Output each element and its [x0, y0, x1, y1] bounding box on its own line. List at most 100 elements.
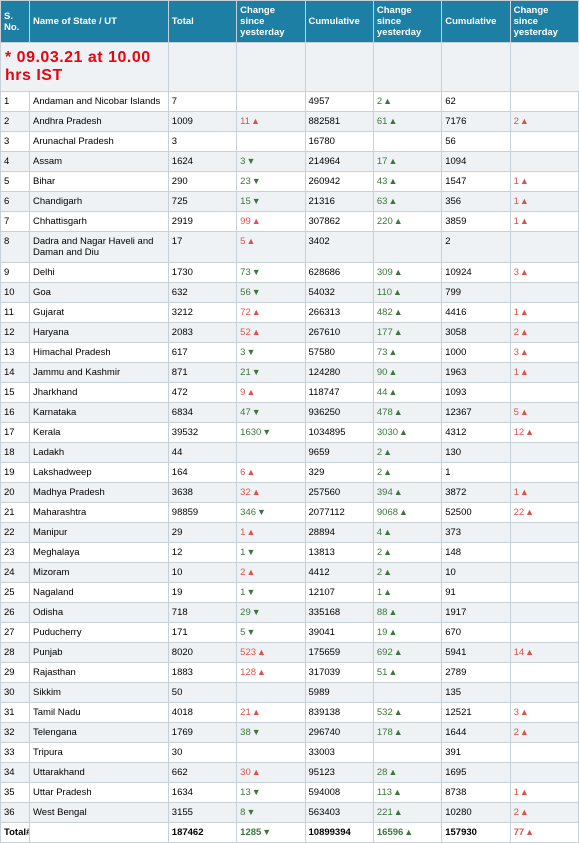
cell-sno: 35 — [1, 783, 30, 803]
cell-change-2 — [373, 232, 441, 263]
table-row: 4Assam16243▼21496417▲1094 — [1, 152, 579, 172]
cell-change-2: 51▲ — [373, 663, 441, 683]
table-row: 30Sikkim505989135 — [1, 683, 579, 703]
cell-total: 98859 — [168, 503, 236, 523]
col-sno[interactable]: S. No. — [1, 1, 30, 43]
arrow-down-icon: ▼ — [246, 547, 255, 557]
cell-change-1: 21▲ — [237, 703, 305, 723]
arrow-up-icon: ▲ — [388, 196, 397, 206]
col-change-2[interactable]: Change since yesterday — [373, 1, 441, 43]
cell-cumulative-2: 2 — [442, 232, 510, 263]
cell-cumulative-1: 628686 — [305, 263, 373, 283]
cell-cumulative-2: 1000 — [442, 343, 510, 363]
cell-total: 3 — [168, 132, 236, 152]
cell-state: Kerala — [30, 423, 169, 443]
cell-total: 39532 — [168, 423, 236, 443]
arrow-up-icon: ▲ — [388, 347, 397, 357]
cell-change-1 — [237, 443, 305, 463]
cell-total: 6834 — [168, 403, 236, 423]
cell-cumulative-2: 1094 — [442, 152, 510, 172]
arrow-up-icon: ▲ — [520, 216, 529, 226]
cell-change-2: 44▲ — [373, 383, 441, 403]
arrow-up-icon: ▲ — [388, 387, 397, 397]
cell-change-2: 88▲ — [373, 603, 441, 623]
arrow-up-icon: ▲ — [383, 467, 392, 477]
cell-change-1: 523▲ — [237, 643, 305, 663]
arrow-up-icon: ▲ — [520, 176, 529, 186]
arrow-up-icon: ▲ — [394, 267, 403, 277]
cell-total: 472 — [168, 383, 236, 403]
arrow-up-icon: ▲ — [520, 196, 529, 206]
col-state[interactable]: Name of State / UT — [30, 1, 169, 43]
cell-cumulative-2: 56 — [442, 132, 510, 152]
cell-change-2: 9068▲ — [373, 503, 441, 523]
arrow-down-icon: ▼ — [252, 176, 261, 186]
cell-change-2: 394▲ — [373, 483, 441, 503]
col-change-1[interactable]: Change since yesterday — [237, 1, 305, 43]
cell-change-1 — [237, 132, 305, 152]
table-row: 1Andaman and Nicobar Islands749572▲62 — [1, 92, 579, 112]
cell-change-3: 1▲ — [510, 212, 578, 232]
cell-change-1: 47▼ — [237, 403, 305, 423]
cell-cumulative-2: 670 — [442, 623, 510, 643]
cell-change-3: 2▲ — [510, 112, 578, 132]
cell-total: 871 — [168, 363, 236, 383]
arrow-down-icon: ▼ — [262, 427, 271, 437]
cell-cumulative-1: 3402 — [305, 232, 373, 263]
arrow-up-icon: ▲ — [246, 236, 255, 246]
cell-cumulative-2: 1963 — [442, 363, 510, 383]
total-chg3: 77▲ — [510, 823, 578, 843]
arrow-up-icon: ▲ — [383, 567, 392, 577]
cell-cumulative-2: 1917 — [442, 603, 510, 623]
col-total[interactable]: Total — [168, 1, 236, 43]
cell-change-3: 1▲ — [510, 192, 578, 212]
arrow-down-icon: ▼ — [252, 607, 261, 617]
col-change-3[interactable]: Change since yesterday — [510, 1, 578, 43]
cell-change-1: 15▼ — [237, 192, 305, 212]
table-row: 11Gujarat321272▲266313482▲44161▲ — [1, 303, 579, 323]
cell-change-2: 2▲ — [373, 463, 441, 483]
cell-change-3: 1▲ — [510, 783, 578, 803]
cell-cumulative-1: 307862 — [305, 212, 373, 232]
cell-state: Puducherry — [30, 623, 169, 643]
table-body: 1Andaman and Nicobar Islands749572▲622An… — [1, 92, 579, 823]
cell-cumulative-1: 936250 — [305, 403, 373, 423]
arrow-down-icon: ▼ — [252, 787, 261, 797]
col-cumulative-1[interactable]: Cumulative — [305, 1, 373, 43]
cell-total: 662 — [168, 763, 236, 783]
cell-state: Madhya Pradesh — [30, 483, 169, 503]
cell-total: 3155 — [168, 803, 236, 823]
cell-change-1: 1▼ — [237, 583, 305, 603]
cell-total: 1624 — [168, 152, 236, 172]
cell-change-1: 8▼ — [237, 803, 305, 823]
arrow-up-icon: ▲ — [388, 607, 397, 617]
table-row: 33Tripura3033003391 — [1, 743, 579, 763]
cell-change-2: 178▲ — [373, 723, 441, 743]
table-row: 3Arunachal Pradesh31678056 — [1, 132, 579, 152]
cell-sno: 12 — [1, 323, 30, 343]
table-row: 32Telengana176938▼296740178▲16442▲ — [1, 723, 579, 743]
arrow-up-icon: ▲ — [520, 787, 529, 797]
cell-state: Uttar Pradesh — [30, 783, 169, 803]
cell-change-3: 2▲ — [510, 723, 578, 743]
cell-state: Manipur — [30, 523, 169, 543]
cell-sno: 15 — [1, 383, 30, 403]
arrow-up-icon: ▲ — [394, 727, 403, 737]
cell-change-3 — [510, 443, 578, 463]
cell-change-3 — [510, 92, 578, 112]
arrow-up-icon: ▲ — [252, 487, 261, 497]
cell-change-1: 38▼ — [237, 723, 305, 743]
table-row: 20Madhya Pradesh363832▲257560394▲38721▲ — [1, 483, 579, 503]
arrow-up-icon: ▲ — [394, 647, 403, 657]
cell-cumulative-2: 2789 — [442, 663, 510, 683]
cell-change-1 — [237, 743, 305, 763]
cell-cumulative-1: 296740 — [305, 723, 373, 743]
table-row: 9Delhi173073▼628686309▲109243▲ — [1, 263, 579, 283]
col-cumulative-2[interactable]: Cumulative — [442, 1, 510, 43]
arrow-down-icon: ▼ — [246, 807, 255, 817]
arrow-up-icon: ▲ — [257, 647, 266, 657]
cell-change-1: 29▼ — [237, 603, 305, 623]
cell-change-2 — [373, 743, 441, 763]
cell-state: Telengana — [30, 723, 169, 743]
cell-cumulative-2: 148 — [442, 543, 510, 563]
